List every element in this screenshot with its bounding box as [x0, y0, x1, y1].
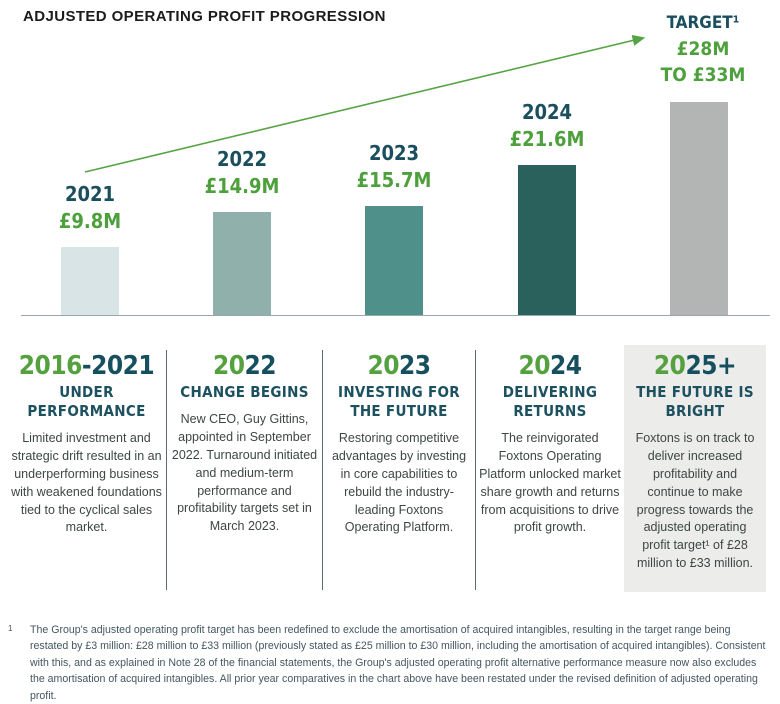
column-2022: 2022 CHANGE BEGINS New CEO, Guy Gittins,…	[170, 345, 319, 536]
footnote-text: The Group's adjusted operating profit ta…	[30, 624, 766, 702]
column-body: Limited investment and strategic drift r…	[11, 431, 162, 535]
bar-group-target	[670, 102, 728, 316]
column-2025-highlight-box: 2025+ THE FUTURE IS BRIGHT Foxtons is on…	[624, 345, 766, 592]
bar-2024	[518, 165, 576, 316]
bar-2023	[365, 206, 423, 316]
column-year: 2022	[170, 351, 319, 381]
bar-group-2023: 2023 £15.7M	[357, 141, 431, 316]
column-year-green: 20	[367, 351, 399, 381]
column-year: 2016-2021	[10, 351, 163, 381]
column-year: 2025+	[630, 351, 760, 381]
column-divider	[322, 350, 323, 590]
target-annotation: TARGET¹ £28M TO £33M	[648, 10, 758, 88]
column-body: Restoring competitive advantages by inve…	[331, 431, 467, 535]
column-year: 2023	[326, 351, 472, 381]
bar-target	[670, 102, 728, 316]
column-year-teal: 23	[399, 351, 431, 381]
column-year-green: 2016	[18, 351, 83, 381]
column-2023: 2023 INVESTING FOR THE FUTURE Restoring …	[326, 345, 472, 537]
chart-title: ADJUSTED OPERATING PROFIT PROGRESSION	[23, 8, 386, 25]
column-body: New CEO, Guy Gittins, appointed in Septe…	[171, 412, 318, 534]
column-heading: INVESTING FOR THE FUTURE	[338, 383, 460, 420]
column-heading: UNDER PERFORMANCE	[27, 383, 146, 420]
column-year-teal: -2021	[81, 351, 155, 381]
timeline-columns: 2016-2021 UNDER PERFORMANCE Limited inve…	[0, 345, 780, 595]
column-body: The reinvigorated Foxtons Operating Plat…	[479, 431, 621, 535]
bar-value-label: £21.6M	[509, 127, 585, 151]
column-year: 2024	[479, 351, 621, 381]
bar-year-label: 2022	[216, 147, 268, 171]
bar-labels-2022: 2022 £14.9M	[172, 146, 312, 200]
column-year-teal: 24	[550, 351, 582, 381]
bar-labels-2023: 2023 £15.7M	[324, 140, 464, 194]
column-heading: DELIVERING RETURNS	[502, 383, 598, 420]
bar-2022	[213, 212, 271, 316]
bar-group-2022: 2022 £14.9M	[205, 147, 279, 316]
bar-year-label: 2024	[521, 100, 573, 124]
column-year-teal: 25+	[685, 351, 737, 381]
target-value-line1: £28M	[676, 38, 730, 60]
bar-labels-2024: 2024 £21.6M	[477, 99, 617, 153]
profit-progression-chart: ADJUSTED OPERATING PROFIT PROGRESSION TA…	[0, 0, 780, 345]
bar-group-2024: 2024 £21.6M	[510, 100, 584, 316]
bar-year-label: 2023	[368, 141, 420, 165]
bar-2021	[61, 247, 119, 316]
bar-group-2021: 2021 £9.8M	[59, 182, 121, 316]
column-body: Foxtons is on track to deliver increased…	[635, 431, 755, 571]
column-year-green: 20	[518, 351, 550, 381]
column-2016-2021: 2016-2021 UNDER PERFORMANCE Limited inve…	[10, 345, 163, 537]
target-label: TARGET¹	[666, 13, 740, 33]
column-year-green: 20	[653, 351, 686, 381]
footnote: 1 The Group's adjusted operating profit …	[8, 622, 772, 704]
column-year-teal: 22	[244, 351, 277, 381]
trend-arrow-icon	[84, 34, 646, 173]
target-value-line2: TO £33M	[660, 64, 746, 86]
column-divider	[475, 350, 476, 590]
chart-baseline	[21, 315, 770, 316]
column-2024: 2024 DELIVERING RETURNS The reinvigorate…	[479, 345, 621, 537]
column-divider	[166, 350, 167, 590]
column-heading: THE FUTURE IS BRIGHT	[636, 383, 754, 420]
bar-labels-2021: 2021 £9.8M	[20, 181, 160, 235]
column-year-green: 20	[212, 351, 245, 381]
bar-value-label: £14.9M	[204, 174, 280, 198]
column-heading: CHANGE BEGINS	[180, 383, 309, 401]
bar-value-label: £15.7M	[356, 168, 432, 192]
footnote-marker: 1	[8, 624, 13, 633]
bar-value-label: £9.8M	[58, 209, 122, 233]
bar-year-label: 2021	[64, 182, 116, 206]
